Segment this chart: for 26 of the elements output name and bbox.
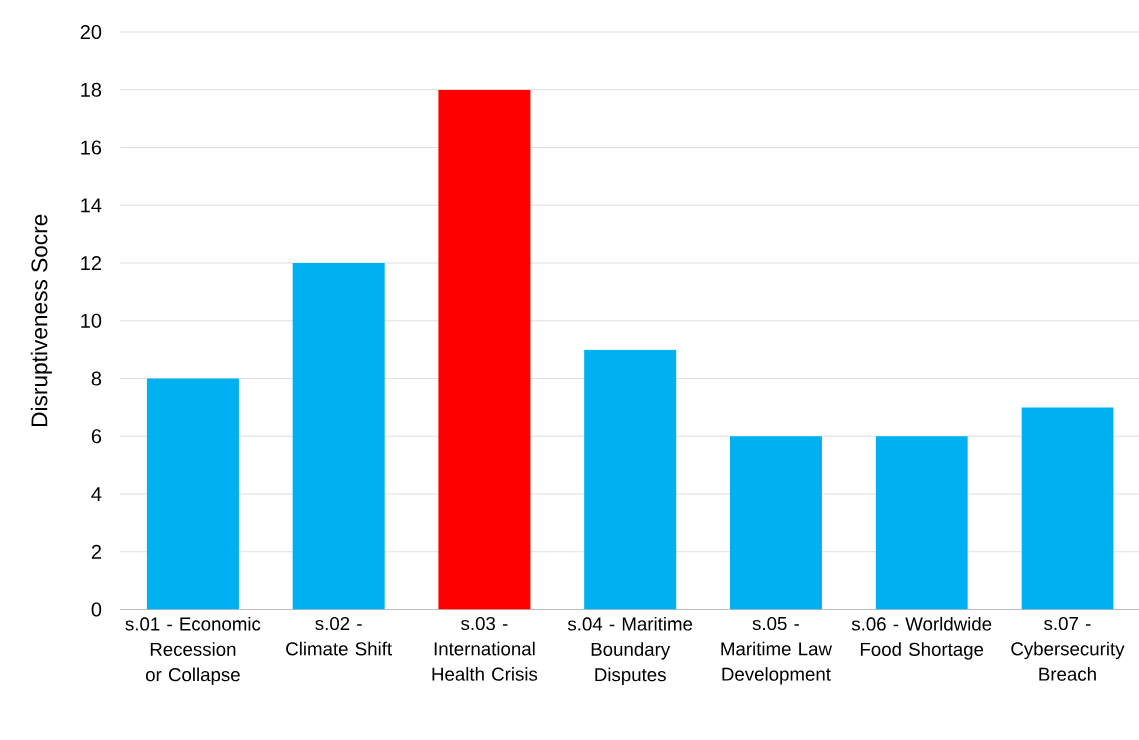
x-tick-label: s.02 - Climate Shift <box>286 616 392 656</box>
x-tick-label: s.04 - Maritime Boundary Disputes <box>567 616 693 685</box>
y-tick-label: 8 <box>91 371 102 386</box>
y-tick-label: 16 <box>81 140 102 155</box>
y-tick-label: 20 <box>80 24 102 39</box>
y-tick-label: 10 <box>81 313 102 328</box>
bar <box>438 89 531 610</box>
bar <box>729 436 822 610</box>
x-tick-label: s.01 - Economic Recession or Collapse <box>125 616 261 685</box>
x-tick-label: s.03 - International Health Crisis <box>432 616 538 681</box>
y-tick-label: 6 <box>91 429 102 444</box>
y-tick-label: 0 <box>91 602 102 617</box>
y-tick-label: 4 <box>91 487 102 501</box>
x-tick-label: s.05 - Maritime Law Development <box>721 616 832 685</box>
y-tick-label: 14 <box>81 198 102 213</box>
y-tick-label: 18 <box>81 82 102 97</box>
y-tick-label: 12 <box>81 255 101 270</box>
x-tick-label: s.07 - Cybersecurity Breach <box>1011 616 1125 681</box>
y-tick-label: 2 <box>91 544 101 559</box>
bar <box>584 349 677 610</box>
y-axis-title: Disruptiveness Socre <box>30 214 52 426</box>
x-tick-label: s.06 - Worldwide Food Shortage <box>851 616 992 660</box>
bar <box>875 436 968 610</box>
bar <box>146 378 239 610</box>
bar <box>1021 407 1114 610</box>
bar <box>292 262 385 610</box>
